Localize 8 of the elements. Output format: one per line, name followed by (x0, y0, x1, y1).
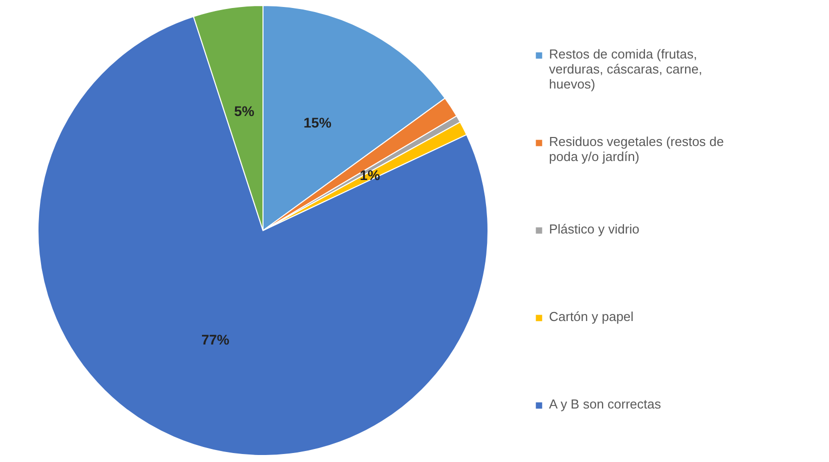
data-label: 5% (234, 102, 255, 119)
data-label: 77% (201, 332, 230, 348)
legend-label: Restos de comida (frutas, verduras, cáscaras, carne, huevos) (549, 46, 702, 92)
data-label: 15% (303, 114, 332, 131)
legend-label: A y B son correctas (549, 396, 662, 412)
legend-label: Residuos vegetales (restos de poda y/o jardín) (549, 134, 724, 164)
legend-label: Cartón y papel (549, 309, 634, 324)
legend-label: Plástico y vidrio (549, 222, 640, 236)
